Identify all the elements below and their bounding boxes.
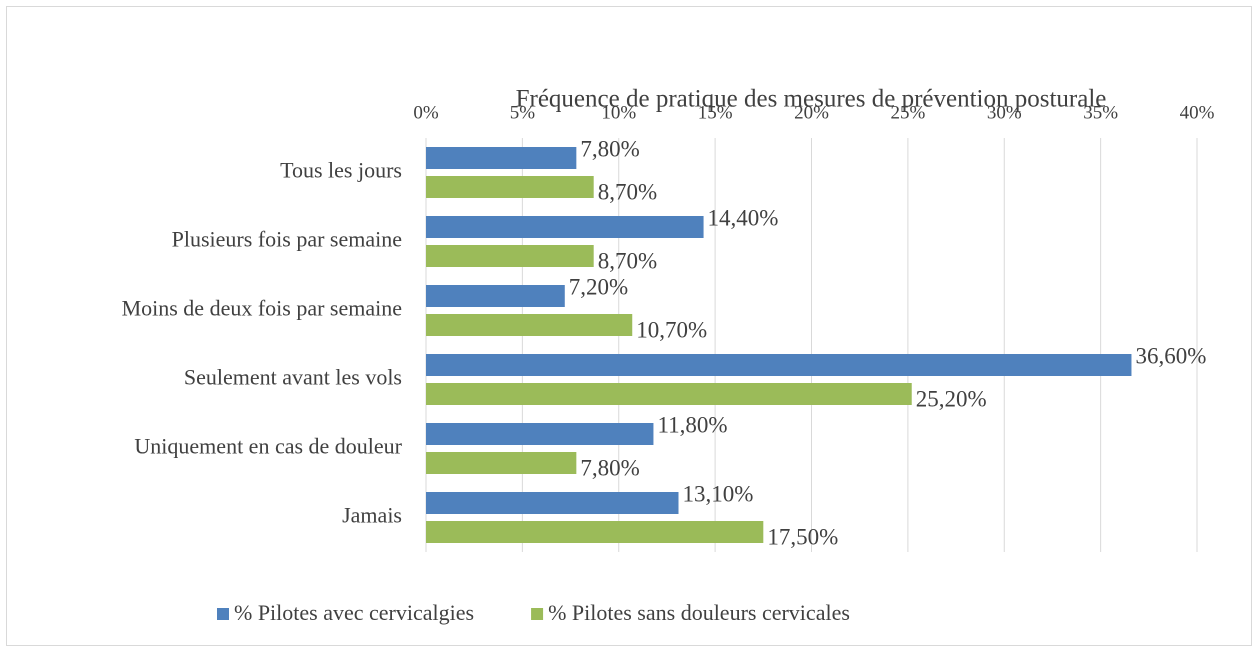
bar <box>426 216 704 238</box>
data-label: 7,80% <box>580 455 639 480</box>
x-tick-label: 0% <box>413 102 439 123</box>
data-label: 8,70% <box>598 248 657 273</box>
y-tick-label: Uniquement en cas de douleur <box>134 434 402 459</box>
legend-swatch <box>217 608 229 620</box>
bar <box>426 285 565 307</box>
data-label: 36,60% <box>1135 343 1206 368</box>
legend-label: % Pilotes avec cervicalgies <box>234 600 474 625</box>
x-tick-label: 5% <box>510 102 536 123</box>
x-tick-label: 30% <box>987 102 1022 123</box>
bar <box>426 423 654 445</box>
bar <box>426 245 594 267</box>
x-tick-label: 15% <box>698 102 733 123</box>
x-tick-label: 40% <box>1180 102 1215 123</box>
bar <box>426 354 1132 376</box>
data-label: 7,80% <box>580 136 639 161</box>
data-label: 17,50% <box>767 524 838 549</box>
bar <box>426 452 577 474</box>
data-label: 11,80% <box>657 412 727 437</box>
bar <box>426 147 577 169</box>
chart-title: Fréquence de pratique des mesures de pré… <box>516 86 1107 113</box>
legend-label: % Pilotes sans douleurs cervicales <box>548 600 850 625</box>
x-tick-label: 35% <box>1083 102 1118 123</box>
legend-swatch <box>531 608 544 620</box>
y-tick-label: Jamais <box>342 503 402 528</box>
bar <box>426 176 594 198</box>
data-label: 25,20% <box>916 386 987 411</box>
y-tick-label: Moins de deux fois par semaine <box>122 296 402 321</box>
y-tick-label: Plusieurs fois par semaine <box>172 227 402 252</box>
x-tick-label: 20% <box>794 102 829 123</box>
data-label: 13,10% <box>683 481 754 506</box>
x-tick-label: 25% <box>890 102 925 123</box>
data-label: 10,70% <box>636 317 707 342</box>
bar <box>426 521 764 543</box>
data-label: 8,70% <box>598 179 657 204</box>
bar <box>426 383 912 405</box>
x-tick-label: 10% <box>601 102 636 123</box>
data-label: 7,20% <box>569 274 628 299</box>
bar <box>426 314 633 336</box>
bar <box>426 492 679 514</box>
y-tick-label: Tous les jours <box>280 158 402 183</box>
y-tick-label: Seulement avant les vols <box>184 365 402 390</box>
data-label: 14,40% <box>708 205 779 230</box>
